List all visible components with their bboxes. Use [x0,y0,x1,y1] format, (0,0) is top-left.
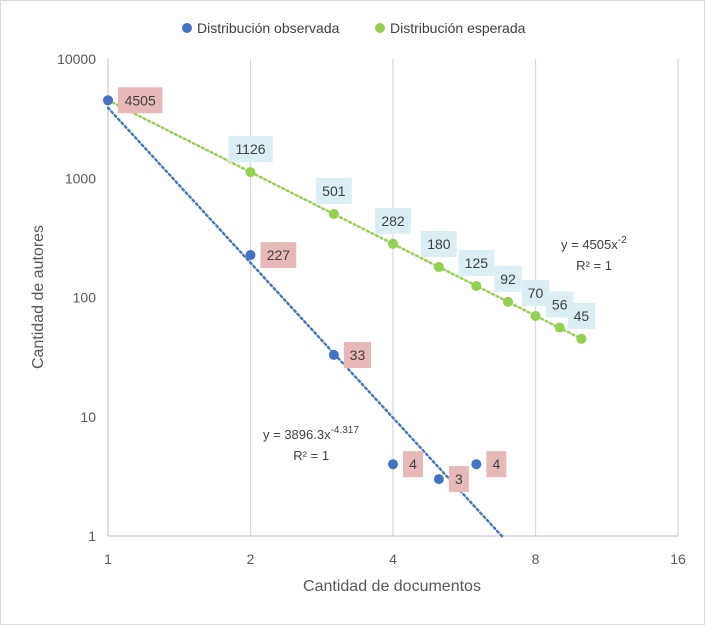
legend-label: Distribución esperada [390,20,526,36]
trendlines [106,99,583,538]
y-tick-label: 1 [88,528,96,544]
data-points [103,95,587,485]
observed-point [433,474,444,485]
expected-data-label: 282 [381,213,405,229]
expected-point [328,209,339,220]
y-axis-title: Cantidad de autores [30,225,47,369]
observed-data-label: 3 [455,471,463,487]
observed-data-label: 4 [409,456,417,472]
y-tick-label: 10000 [57,51,96,67]
observed-point [245,250,256,261]
expected-data-label-bg [375,207,411,234]
observed-point [471,459,482,470]
trendline-equation: y = 3896.3x-4.317 [263,425,359,442]
expected-point [245,167,256,178]
observed-data-label-bg [448,466,469,493]
expected-data-label: 45 [574,308,590,324]
x-axis-title: Cantidad de documentos [303,578,481,595]
x-tick-label: 8 [532,551,540,567]
x-tick-label: 16 [670,551,686,567]
expected-data-label-bg [567,302,595,329]
expected-point [530,310,541,321]
x-tick-label: 1 [104,551,112,567]
expected-data-label-bg [228,136,273,163]
expected-point [554,322,565,333]
observed-point [103,95,113,106]
expected-point [471,280,482,291]
trendline-equations: y = 3896.3x-4.317 R² = 1 y = 4505x-2 R² = 1 [263,235,627,463]
expected-data-label: 125 [465,255,489,271]
expected-data-label: 1126 [235,141,265,157]
observed-data-label-bg [260,242,297,269]
expected-data-label: 92 [500,271,516,287]
trendline-equation: y = 4505x-2 [561,235,627,252]
expected-data-label-bg [521,279,550,306]
observed-point [328,349,339,360]
axes: 1 2 4 8 16 1 10 100 1000 10000 [57,51,686,567]
expected-data-label: 180 [427,236,451,252]
observed-data-label-bg [486,451,507,478]
expected-data-label-bg [420,231,457,258]
observed-data-label-bg [403,451,423,478]
observed-data-label-bg [343,341,372,368]
expected-data-label: 56 [552,297,568,313]
observed-data-label-bg [118,87,163,114]
observed-data-label: 227 [267,247,291,263]
trendline-expected [106,99,583,340]
trendline-r2: R² = 1 [293,448,329,463]
grid [249,59,679,536]
observed-point [388,459,398,470]
trendline-observed [106,106,504,538]
expected-data-label-bg [315,178,352,205]
expected-data-label-bg [458,249,495,276]
y-tick-label: 100 [73,290,97,306]
expected-data-label: 501 [322,183,346,199]
expected-point [433,262,444,273]
expected-point [503,296,514,307]
y-tick-label: 10 [80,409,96,425]
legend-marker [375,23,385,33]
x-tick-label: 2 [247,551,255,567]
x-tick-label: 4 [389,551,397,567]
observed-data-label: 4 [492,456,500,472]
legend-label: Distribución observada [197,20,340,36]
legend: Distribución observada Distribución esper… [182,20,526,36]
data-labels: 1126 501 282 180 125 92 70 56 45 4505 227 33 4 3 4 [118,87,595,493]
expected-data-label: 70 [528,285,544,301]
expected-point [576,333,587,344]
trendline-r2: R² = 1 [576,258,612,273]
observed-data-label: 33 [350,347,366,363]
expected-data-label-bg [494,265,522,292]
expected-point [388,238,398,249]
observed-data-label: 4505 [125,92,156,108]
y-tick-label: 1000 [65,170,96,186]
legend-marker [182,23,192,33]
